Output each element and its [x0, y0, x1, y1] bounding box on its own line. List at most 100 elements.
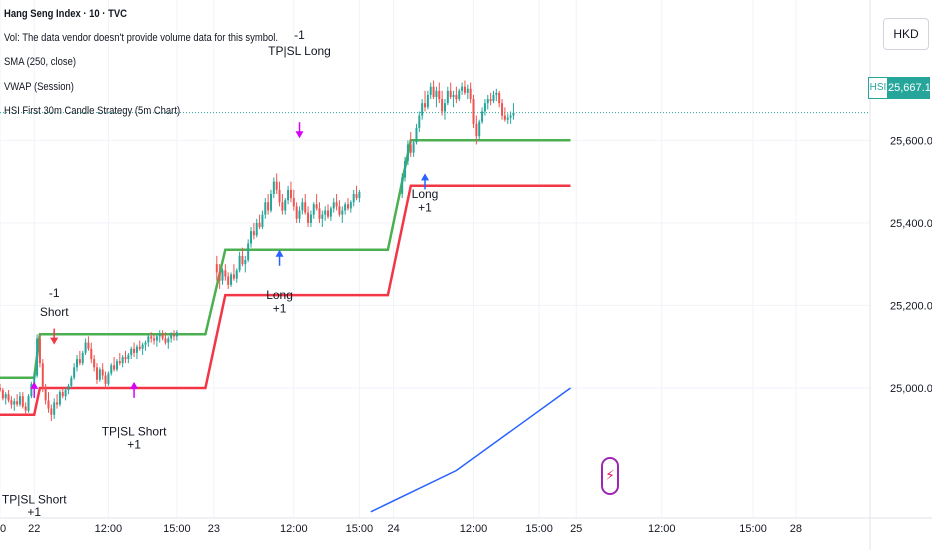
- candle-body: [104, 375, 107, 384]
- candle-body: [138, 346, 141, 349]
- currency-button[interactable]: HKD: [883, 18, 929, 50]
- signal-arrow-head: [275, 249, 284, 257]
- candle-body: [295, 206, 298, 219]
- candle-body: [170, 334, 173, 339]
- candle-body: [455, 94, 458, 100]
- candle-body: [327, 210, 330, 217]
- candle-body: [483, 103, 486, 112]
- chart-legend: Hang Seng Index · 10 · TVC Vol: The data…: [4, 2, 278, 123]
- candle-body: [224, 270, 227, 277]
- last-price-label: 25,667.19: [888, 77, 932, 99]
- candle-body: [27, 396, 30, 411]
- trade-annotation: Short: [40, 305, 69, 319]
- last-price-symbol: HSI: [868, 77, 888, 99]
- candle-body: [404, 160, 407, 178]
- signal-arrow-head: [50, 337, 59, 345]
- candle-body: [501, 103, 504, 116]
- candle-body: [13, 401, 16, 405]
- time-tick-label: 12:00: [95, 523, 123, 535]
- symbol-title[interactable]: Hang Seng Index · 10 · TVC: [4, 8, 128, 20]
- candle-body: [463, 86, 466, 93]
- candle-body: [227, 276, 230, 285]
- price-tick-label: 25,600.00: [890, 135, 932, 147]
- candle-body: [475, 123, 478, 137]
- candle-body: [232, 274, 235, 279]
- candle-body: [324, 210, 327, 215]
- candle-body: [90, 348, 93, 360]
- candle-body: [321, 214, 324, 219]
- sma-line: [370, 387, 571, 513]
- candle-body: [0, 387, 1, 391]
- candle-body: [301, 202, 304, 211]
- candle-body: [16, 401, 19, 405]
- candle-body: [247, 243, 250, 261]
- candle-body: [141, 344, 144, 349]
- candle-body: [406, 144, 409, 161]
- price-tick-label: 25,400.00: [890, 218, 932, 230]
- candle-body: [412, 142, 415, 153]
- candle-body: [121, 357, 124, 364]
- candle-body: [78, 359, 81, 364]
- candle-body: [409, 144, 412, 153]
- time-tick-label: 22: [28, 523, 40, 535]
- price-tick-label: 25,200.00: [890, 300, 932, 312]
- trade-annotation: +1: [418, 200, 432, 214]
- candle-body: [355, 193, 358, 199]
- candle-body: [238, 255, 241, 271]
- candle-body: [50, 408, 53, 415]
- candle-body: [421, 103, 424, 116]
- candle-body: [161, 334, 164, 339]
- candle-body: [47, 400, 50, 409]
- candle-body: [73, 367, 76, 378]
- strategy-label[interactable]: HSI First 30m Candle Strategy (5m Chart): [4, 104, 181, 117]
- candle-body: [153, 338, 156, 341]
- candle-body: [509, 115, 512, 118]
- candle-body: [338, 206, 341, 215]
- candle-body: [512, 112, 515, 116]
- candle-body: [429, 86, 432, 95]
- candle-body: [101, 369, 104, 376]
- candle-body: [7, 394, 10, 401]
- trade-annotation: Long: [266, 288, 293, 302]
- trade-annotation: -1: [49, 286, 60, 300]
- candle-body: [21, 396, 24, 407]
- candle-body: [115, 361, 118, 370]
- candle-body: [275, 181, 278, 190]
- candle-body: [449, 90, 452, 97]
- candle-body: [329, 208, 332, 217]
- trade-annotation: -1: [294, 28, 305, 42]
- time-tick-label: 15:00: [739, 523, 767, 535]
- candle-body: [30, 383, 33, 397]
- candle-body: [495, 92, 498, 95]
- candle-body: [506, 117, 509, 120]
- candle-body: [415, 127, 418, 143]
- candle-body: [56, 402, 59, 405]
- candle-body: [269, 193, 272, 211]
- candle-body: [281, 202, 284, 211]
- candle-body: [33, 375, 36, 384]
- candle-body: [61, 392, 64, 397]
- time-tick-label: 15:00: [525, 523, 553, 535]
- candle-body: [235, 270, 238, 279]
- lightning-bolt-icon[interactable]: ⚡: [601, 457, 619, 495]
- candle-body: [147, 336, 150, 343]
- candle-body: [24, 406, 27, 411]
- signal-arrow-head: [421, 173, 430, 181]
- candle-body: [130, 348, 133, 355]
- candle-body: [289, 189, 292, 199]
- candle-body: [150, 336, 153, 339]
- volume-note[interactable]: Vol: The data vendor doesn't provide vol…: [4, 32, 279, 45]
- candle-body: [158, 334, 161, 337]
- short-stop-line: [0, 184, 571, 417]
- candle-body: [335, 202, 338, 207]
- candle-body: [349, 202, 352, 209]
- candle-body: [127, 354, 130, 360]
- candle-body: [87, 342, 90, 349]
- time-tick-label: 28: [790, 523, 802, 535]
- sma-label[interactable]: SMA (250, close): [4, 56, 77, 69]
- candle-body: [58, 392, 61, 405]
- candle-body: [244, 260, 247, 265]
- candle-body: [435, 90, 438, 97]
- vwap-label[interactable]: VWAP (Session): [4, 80, 74, 93]
